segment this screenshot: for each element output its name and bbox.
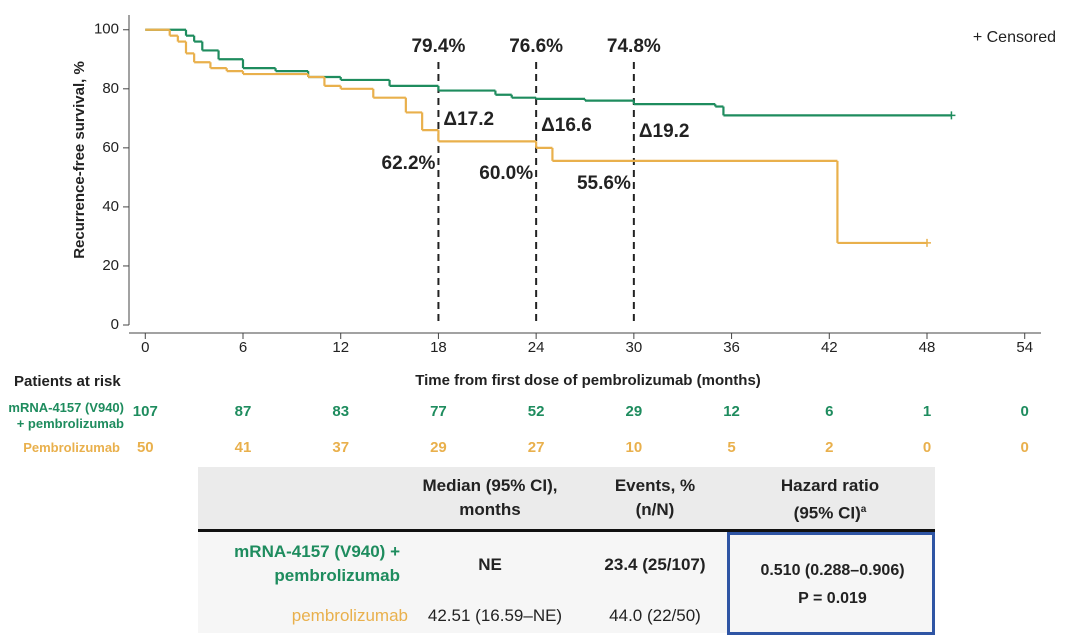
- at-risk-label: Pembrolizumab: [23, 440, 120, 455]
- y-axis-title: Recurrence-free survival, %: [71, 61, 88, 259]
- landmark-bottom: 62.2%: [382, 153, 436, 174]
- x-tick-label: 30: [626, 339, 643, 356]
- y-tick-label: 80: [102, 80, 119, 97]
- y-tick-label: 100: [94, 21, 119, 38]
- x-tick-label: 36: [723, 339, 740, 356]
- arm-name: pembrolizumab: [291, 606, 408, 625]
- at-risk-count: 87: [235, 403, 252, 420]
- x-axis-title: Time from first dose of pembrolizumab (m…: [415, 372, 761, 389]
- table-header-bg: [198, 467, 935, 530]
- events: 23.4 (25/107): [604, 555, 706, 574]
- events: 44.0 (22/50): [609, 606, 701, 625]
- at-risk-count: 27: [528, 439, 545, 456]
- at-risk-count: 0: [1021, 403, 1029, 420]
- x-tick-label: 42: [821, 339, 838, 356]
- x-tick-label: 18: [430, 339, 447, 356]
- p-value: P = 0.019: [798, 590, 867, 607]
- x-tick-label: 54: [1016, 339, 1033, 356]
- at-risk-count: 1: [923, 403, 931, 420]
- header-hr: Hazard ratio (95% CI)a: [760, 474, 900, 526]
- x-tick-label: 6: [239, 339, 247, 356]
- x-tick-label: 24: [528, 339, 545, 356]
- table-rule: [198, 529, 935, 532]
- landmark-delta: Δ17.2: [443, 109, 494, 130]
- header-median: Median (95% CI), months: [422, 476, 558, 519]
- hr-box: [727, 532, 935, 635]
- at-risk-title: Patients at risk: [14, 373, 121, 390]
- landmark-top: 74.8%: [607, 36, 661, 57]
- at-risk-count: 83: [332, 403, 349, 420]
- header-events: Events, % (n/N): [614, 476, 696, 519]
- censor-mark: [923, 238, 931, 247]
- x-tick-label: 0: [141, 339, 149, 356]
- at-risk-count: 29: [626, 403, 643, 420]
- y-tick-label: 60: [102, 139, 119, 156]
- table-body-bg: [198, 532, 935, 633]
- header-note: a: [860, 504, 867, 515]
- at-risk-count: 0: [923, 439, 931, 456]
- landmark-bottom: 55.6%: [577, 173, 631, 194]
- at-risk-count: 12: [723, 403, 740, 420]
- at-risk-count: 50: [137, 439, 154, 456]
- legend-note: + Censored: [973, 29, 1056, 46]
- landmark-delta: Δ19.2: [639, 121, 690, 142]
- hazard-ratio: 0.510 (0.288–0.906): [760, 562, 905, 579]
- censor-mark: [947, 111, 956, 120]
- arm-name: mRNA-4157 (V940) + pembrolizumab: [234, 542, 400, 585]
- median: NE: [478, 555, 502, 574]
- x-tick-label: 12: [332, 339, 349, 356]
- at-risk-count: 107: [133, 403, 158, 420]
- at-risk-count: 10: [626, 439, 643, 456]
- median: 42.51 (16.59–NE): [427, 606, 563, 625]
- at-risk-count: 0: [1021, 439, 1029, 456]
- x-tick-label: 48: [919, 339, 936, 356]
- at-risk-count: 37: [332, 439, 349, 456]
- y-tick-label: 0: [111, 316, 119, 333]
- y-tick-label: 20: [102, 257, 119, 274]
- at-risk-count: 2: [825, 439, 833, 456]
- at-risk-count: 52: [528, 403, 545, 420]
- series-line: [145, 28, 931, 247]
- at-risk-count: 6: [825, 403, 833, 420]
- landmark-top: 79.4%: [411, 36, 465, 57]
- at-risk-count: 41: [235, 439, 252, 456]
- at-risk-count: 77: [430, 403, 447, 420]
- at-risk-label: mRNA-4157 (V940) + pembrolizumab: [8, 400, 124, 431]
- landmark-bottom: 60.0%: [479, 163, 533, 184]
- header-hr-text: Hazard ratio (95% CI): [780, 476, 880, 523]
- at-risk-count: 29: [430, 439, 447, 456]
- y-tick-label: 40: [102, 198, 119, 215]
- at-risk-count: 5: [727, 439, 735, 456]
- landmark-top: 76.6%: [509, 36, 563, 57]
- landmark-delta: Δ16.6: [541, 115, 592, 136]
